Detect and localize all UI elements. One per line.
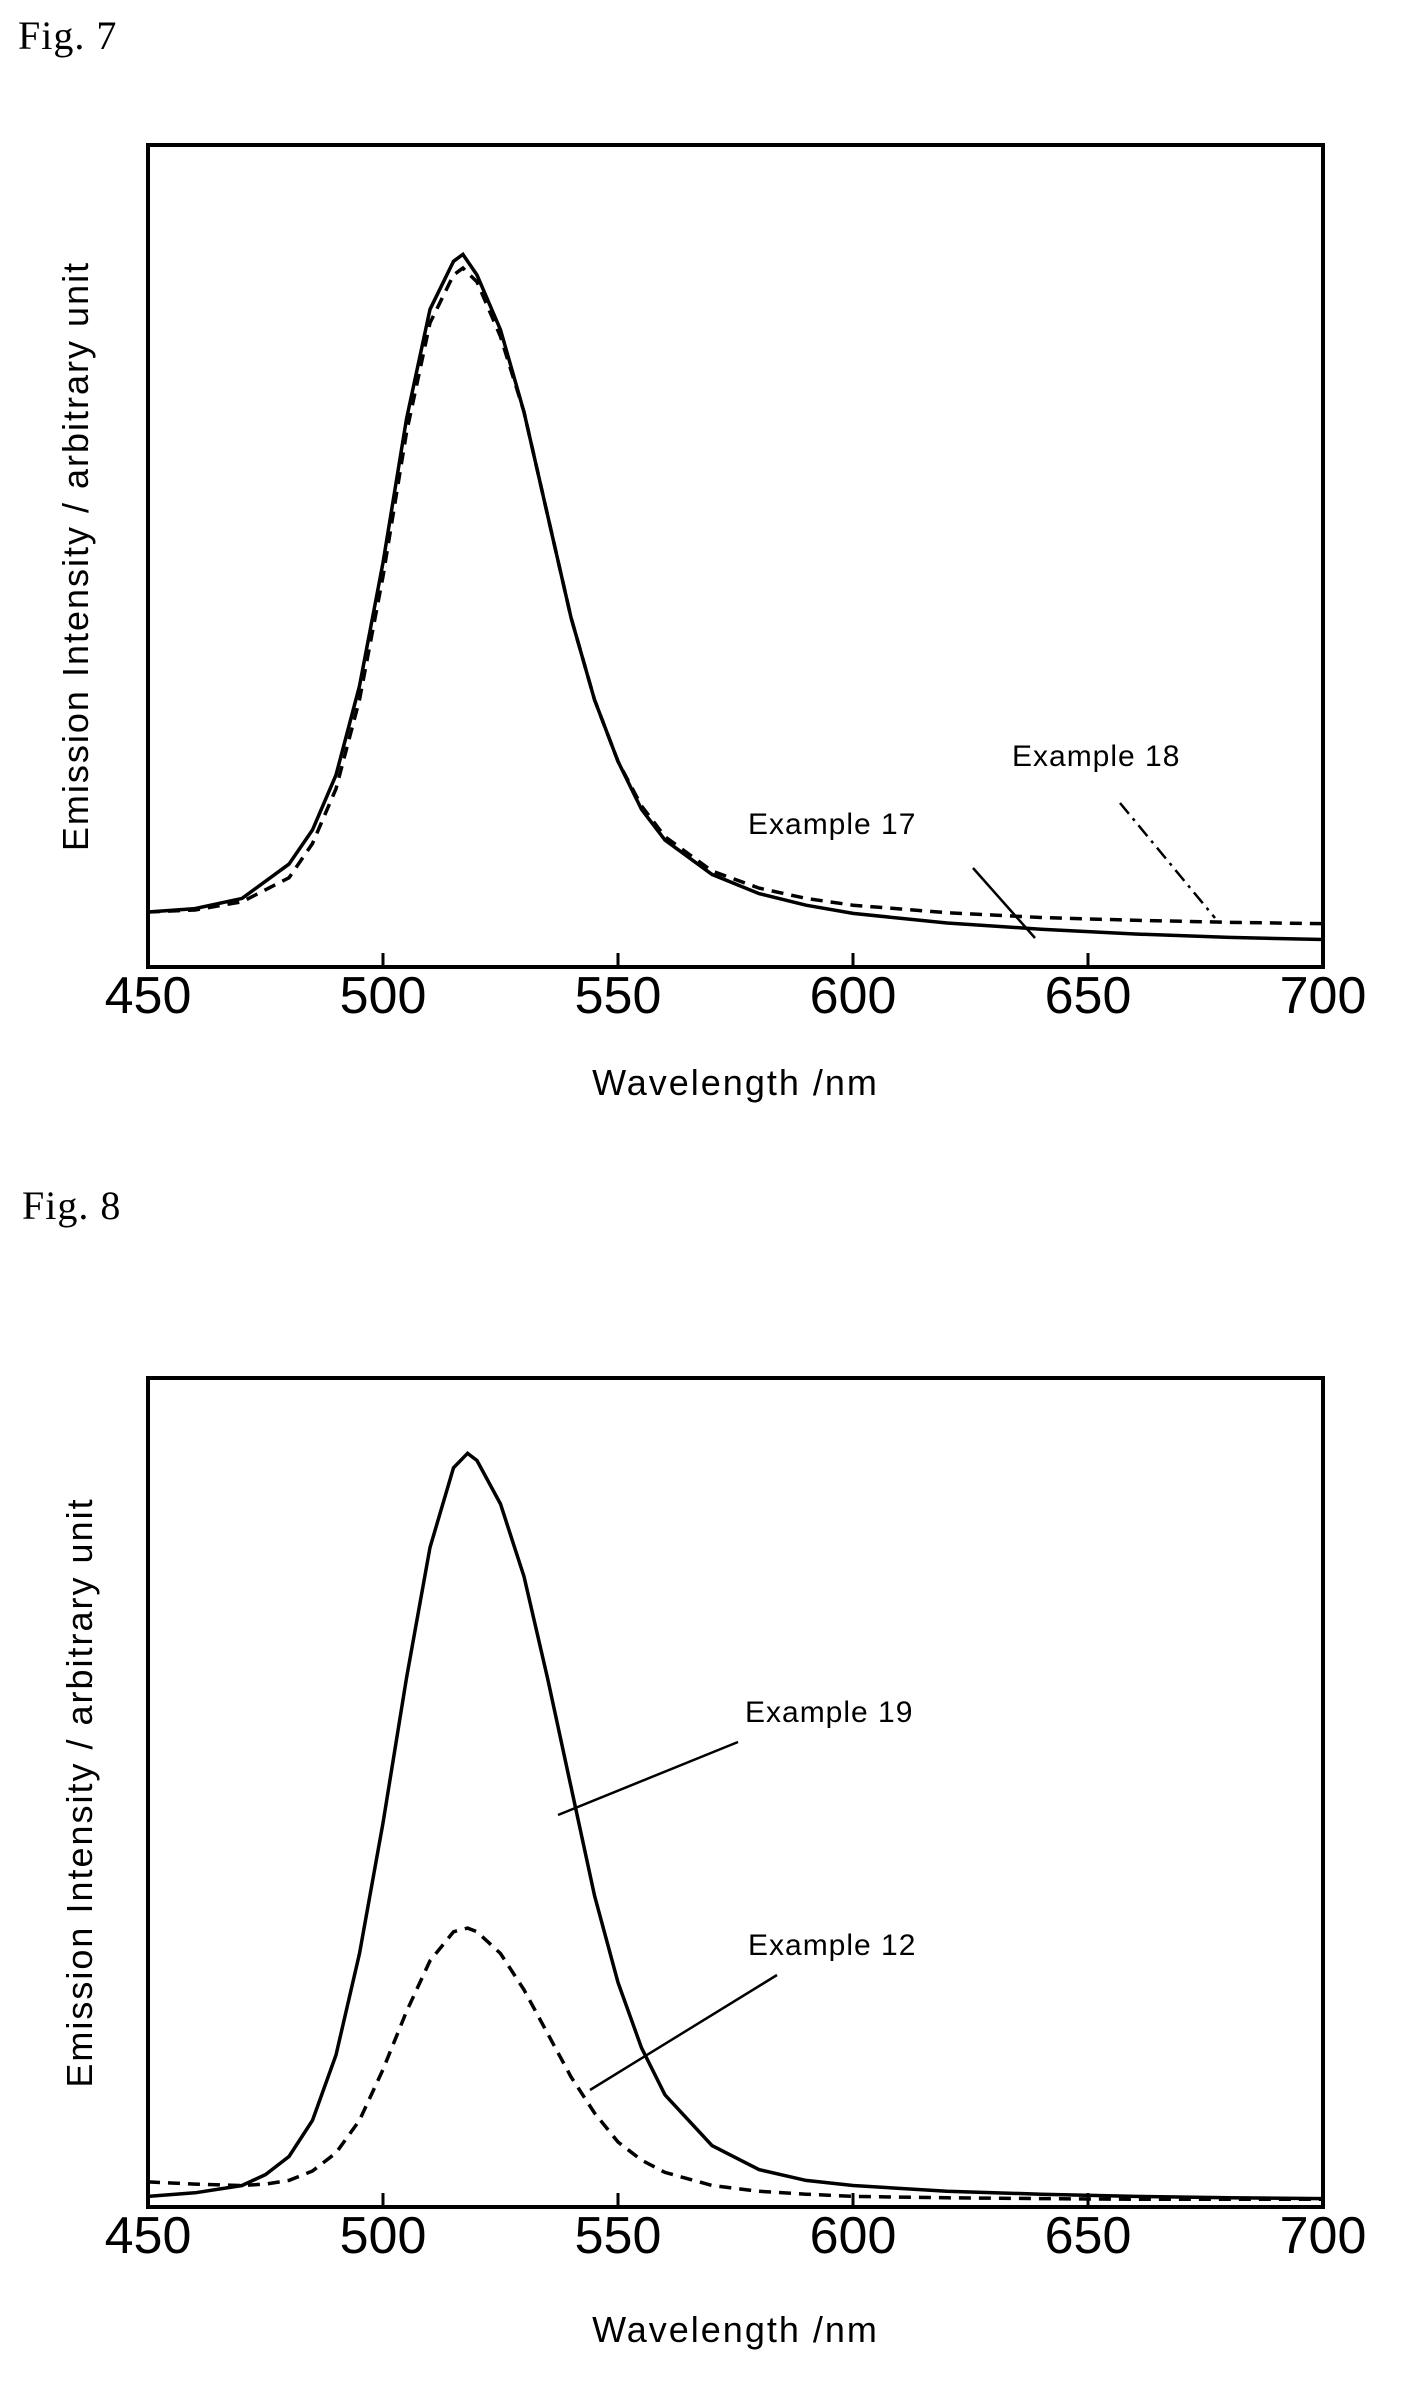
- fig8-x-tick-label: 700: [1280, 2207, 1367, 2265]
- fig8-series-example-19: [147, 1450, 1324, 2201]
- fig7-x-tick-label: 700: [1280, 967, 1367, 1025]
- fig8-series-example-12: [147, 1926, 1323, 2202]
- fig8-plot-frame: [146, 1376, 1325, 2209]
- fig7-x-tick-label: 600: [810, 967, 897, 1025]
- figure-7-label: Fig. 7: [18, 13, 118, 58]
- fig7-leader-example-17: [972, 867, 1036, 939]
- fig8-x-tick-label: 600: [810, 2207, 897, 2265]
- fig7-x-tick-label: 550: [575, 967, 662, 1025]
- fig7-annotation-example-18: Example 18: [1012, 740, 1180, 773]
- fig8-x-tick-label: 500: [340, 2207, 427, 2265]
- fig8-x-tick-label: 450: [105, 2207, 192, 2265]
- figure-8-label: Fig. 8: [22, 1183, 122, 1228]
- fig7-y-axis-title: Emission Intensity / arbitrary unit: [55, 261, 96, 851]
- fig8-x-axis-title: Wavelength /nm: [592, 2309, 879, 2350]
- fig8-leader-example-12: [589, 1973, 778, 2092]
- fig8-y-axis-title: Emission Intensity / arbitrary unit: [59, 1497, 100, 2087]
- fig7-leader-example-18: [1119, 802, 1216, 919]
- figure-7-chart: 450 500 550 600 650 700 Wavelength /nm Emission…: [55, 143, 1367, 1103]
- fig8-x-tick-label: 650: [1045, 2207, 1132, 2265]
- fig7-annotation-example-17: Example 17: [748, 808, 916, 841]
- fig8-x-tick-label: 550: [575, 2207, 662, 2265]
- fig8-leader-example-19: [557, 1740, 739, 1817]
- fig7-x-axis-title: Wavelength /nm: [592, 1062, 879, 1103]
- fig8-annotation-example-19: Example 19: [745, 1696, 913, 1729]
- fig7-plot-frame: [146, 143, 1325, 969]
- fig7-x-tick-label: 500: [340, 967, 427, 1025]
- fig7-x-tick-label: 450: [105, 967, 192, 1025]
- fig7-x-tick-label: 650: [1045, 967, 1132, 1025]
- fig7-series-example-18: [147, 265, 1324, 926]
- fig8-annotation-example-12: Example 12: [748, 1929, 916, 1962]
